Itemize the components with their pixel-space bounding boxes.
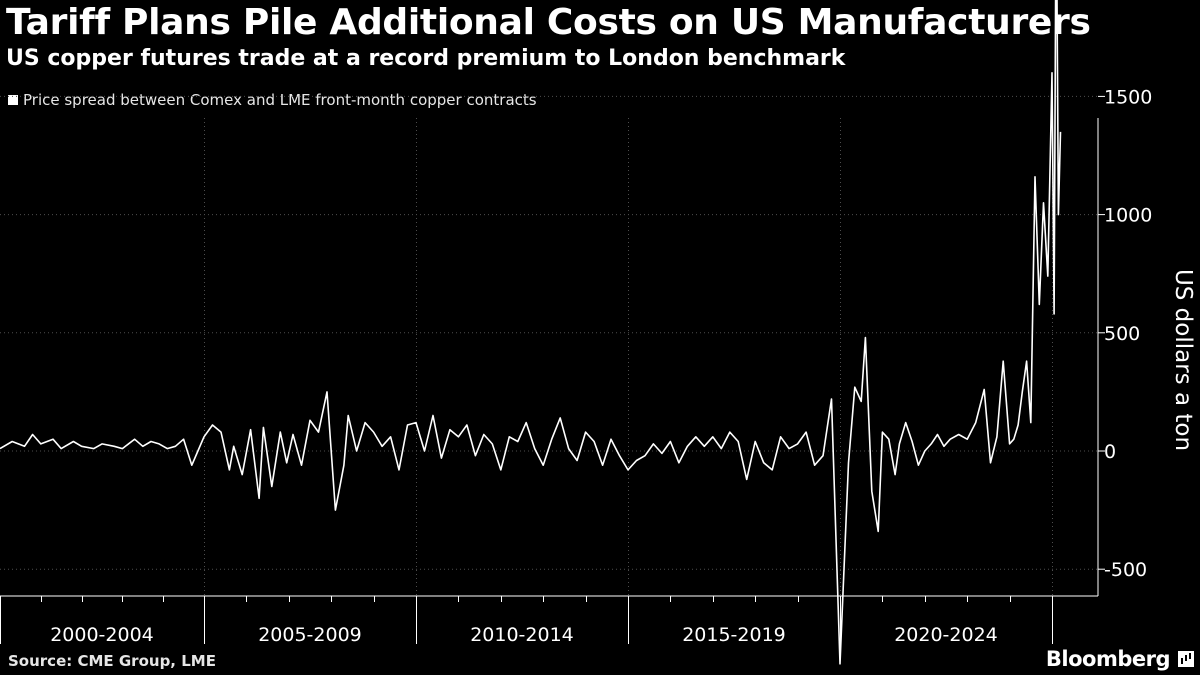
y-axis-label: US dollars a ton <box>1170 269 1196 451</box>
chart-icon <box>1178 651 1194 667</box>
series-line <box>0 0 1062 665</box>
y-tick-label: -500 <box>1104 559 1147 581</box>
x-tick-label: 2015-2019 <box>682 624 786 646</box>
y-tick-label: 500 <box>1104 323 1140 345</box>
series <box>0 0 1062 665</box>
y-tick-label: 1000 <box>1104 205 1152 227</box>
grid <box>0 95 1098 596</box>
x-tick-label: 2005-2009 <box>258 624 362 646</box>
chart-title: Tariff Plans Pile Additional Costs on US… <box>6 2 1091 43</box>
legend-label: Price spread between Comex and LME front… <box>23 91 537 109</box>
axes: 25002000150010005000-500-10002000-200420… <box>0 86 1152 646</box>
x-tick-label: 2000-2004 <box>50 624 154 646</box>
y-tick-label: 0 <box>1104 441 1116 463</box>
legend: Price spread between Comex and LME front… <box>8 91 537 109</box>
source-note: Source: CME Group, LME <box>8 652 216 670</box>
legend-swatch <box>8 95 18 105</box>
chart-subtitle: US copper futures trade at a record prem… <box>6 46 846 71</box>
x-tick-label: 2010-2014 <box>470 624 574 646</box>
y-tick-label: 1500 <box>1104 86 1152 108</box>
x-tick-label: 2020-2024 <box>894 624 998 646</box>
brand-logo: Bloomberg <box>1045 647 1171 671</box>
